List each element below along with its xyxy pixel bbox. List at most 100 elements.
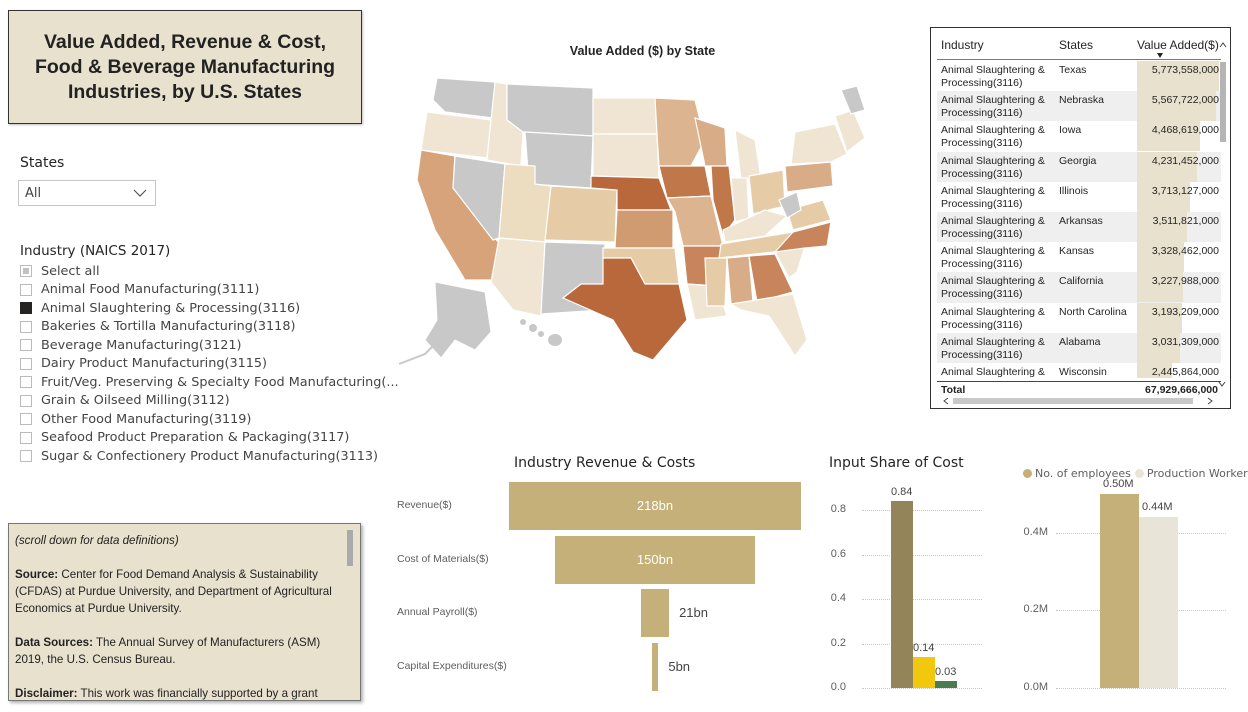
- slicer-item-other-food[interactable]: Other Food Manufacturing(3119): [20, 410, 365, 429]
- states-dropdown-value: All: [25, 185, 42, 201]
- funnel-category-label: Cost of Materials($): [397, 553, 489, 565]
- funnel-value-label: 218bn: [636, 498, 674, 513]
- cell-state: Wisconsin: [1059, 366, 1107, 378]
- checkbox-icon[interactable]: [20, 265, 32, 278]
- slicer-item-animal-food[interactable]: Animal Food Manufacturing(3111): [20, 281, 365, 300]
- notes-scrollbar[interactable]: [347, 530, 353, 566]
- slicer-item-select-all[interactable]: Select all: [20, 262, 365, 281]
- cost-share-bar[interactable]: [913, 656, 935, 688]
- notes-textbox[interactable]: (scroll down for data definitions) Sourc…: [8, 523, 361, 701]
- value-added-table[interactable]: Industry States Value Added($) Animal Sl…: [930, 27, 1231, 409]
- table-row[interactable]: Animal Slaughtering & Processing(3116) Ge…: [937, 151, 1221, 182]
- funnel-bar[interactable]: [554, 536, 756, 584]
- table-h-scrollbar[interactable]: [953, 398, 1193, 404]
- gridline: [862, 554, 982, 556]
- y-axis-tick-label: 0.2M: [1023, 603, 1048, 616]
- checkbox-icon[interactable]: [20, 357, 32, 370]
- y-axis-tick-label: 0.0: [830, 681, 846, 693]
- cell-state: California: [1059, 275, 1104, 288]
- table-row[interactable]: Animal Slaughtering & Processing(3116) Al…: [937, 332, 1221, 363]
- cell-industry: Animal Slaughtering & Processing(3116): [941, 154, 1045, 180]
- gridline: [862, 510, 982, 512]
- table-v-scrollbar[interactable]: [1220, 62, 1226, 142]
- cell-value: 5,773,558,000: [1151, 64, 1219, 76]
- slicer-item-bakeries[interactable]: Bakeries & Tortilla Manufacturing(3118): [20, 318, 365, 337]
- scroll-down-icon[interactable]: [1218, 381, 1226, 387]
- col-header-value[interactable]: Value Added($): [1137, 38, 1219, 52]
- map-state-alaska: [424, 281, 492, 359]
- value-databar: [1137, 302, 1183, 333]
- slicer-item-sugar[interactable]: Sugar & Confectionery Product Manufactur…: [20, 447, 378, 466]
- checkbox-icon[interactable]: [20, 413, 32, 426]
- cost-share-bar[interactable]: [935, 681, 957, 688]
- map-state-north-carolina: [773, 221, 832, 253]
- cell-industry: Animal Slaughtering & Processing(3116): [941, 124, 1045, 150]
- checkbox-icon[interactable]: [20, 339, 32, 352]
- funnel-title: Industry Revenue & Costs: [514, 455, 696, 471]
- cell-state: Georgia: [1059, 154, 1097, 167]
- checkbox-icon[interactable]: [20, 431, 32, 444]
- cell-industry: Animal Slaughtering & Processing(3116): [941, 305, 1045, 331]
- funnel-bar[interactable]: [651, 643, 659, 691]
- table-row[interactable]: Animal Slaughtering & Processing(3116) Ne…: [937, 91, 1221, 122]
- col-header-states[interactable]: States: [1059, 38, 1094, 52]
- slicer-item-beverage[interactable]: Beverage Manufacturing(3121): [20, 336, 365, 355]
- gridline: [1056, 688, 1226, 689]
- checkbox-checked-icon[interactable]: [20, 302, 32, 315]
- cell-state: Illinois: [1059, 184, 1089, 197]
- states-dropdown[interactable]: All: [18, 180, 156, 206]
- cost-share-bar[interactable]: [891, 501, 913, 688]
- gridline: [862, 643, 982, 645]
- checkbox-icon[interactable]: [20, 394, 32, 407]
- slicer-item-grain[interactable]: Grain & Oilseed Milling(3112): [20, 392, 365, 411]
- funnel-bar[interactable]: [509, 482, 801, 530]
- cell-value: 3,713,127,000: [1151, 184, 1219, 197]
- table-row[interactable]: Animal Slaughtering & Processing(3116) Io…: [937, 121, 1221, 152]
- table-row[interactable]: Animal Slaughtering & Processing(3116) No…: [937, 302, 1221, 333]
- employees-bar[interactable]: [1139, 517, 1178, 688]
- slicer-item-dairy[interactable]: Dairy Product Manufacturing(3115): [20, 355, 365, 374]
- total-divider: [937, 381, 1221, 382]
- table-row[interactable]: Animal Slaughtering & Processing(3116) Ca…: [937, 272, 1221, 303]
- cell-industry: Animal Slaughtering & Processing(3116): [941, 366, 1045, 378]
- total-label: Total: [941, 384, 966, 396]
- funnel-chart[interactable]: Revenue($) 218bn Cost of Materials($) 150bn…: [0, 0, 820, 712]
- cell-industry: Animal Slaughtering & Processing(3116): [941, 335, 1045, 361]
- cell-value: 3,227,988,000: [1151, 275, 1219, 288]
- map-state-florida: [729, 293, 808, 358]
- sort-desc-icon[interactable]: [1157, 53, 1163, 58]
- cell-value: 4,468,619,000: [1151, 124, 1219, 137]
- checkbox-icon[interactable]: [20, 450, 32, 463]
- checkbox-icon[interactable]: [20, 320, 32, 333]
- industry-slicer-list: Select all Animal Food Manufacturing(311…: [20, 262, 399, 466]
- scroll-left-icon[interactable]: [943, 397, 949, 405]
- y-axis-tick-label: 0.6: [830, 547, 846, 560]
- value-databar: [1137, 151, 1198, 182]
- value-databar: [1137, 181, 1190, 212]
- table-row[interactable]: Animal Slaughtering & Processing(3116) Il…: [937, 181, 1221, 212]
- cell-industry: Animal Slaughtering & Processing(3116): [941, 94, 1045, 120]
- table-row[interactable]: Animal Slaughtering & Processing(3116) Ar…: [937, 212, 1221, 243]
- table-row[interactable]: Animal Slaughtering & Processing(3116) Te…: [937, 61, 1221, 91]
- table-row[interactable]: Animal Slaughtering & Processing(3116) Wi…: [937, 363, 1221, 378]
- map-state-washington: [432, 77, 496, 119]
- col-header-industry[interactable]: Industry: [941, 38, 984, 52]
- map-state-hawaii: [520, 319, 562, 346]
- checkbox-icon[interactable]: [20, 283, 32, 296]
- cell-state: Texas: [1059, 64, 1087, 76]
- funnel-bar[interactable]: [640, 589, 670, 637]
- table-row[interactable]: Animal Slaughtering & Processing(3116) Ka…: [937, 242, 1221, 273]
- slicer-item-seafood[interactable]: Seafood Product Preparation & Packaging(…: [20, 429, 365, 448]
- scroll-hint: (scroll down for data definitions): [15, 534, 179, 547]
- checkbox-icon[interactable]: [20, 376, 32, 389]
- employees-bar[interactable]: [1100, 493, 1139, 688]
- slicer-item-animal-slaughtering[interactable]: Animal Slaughtering & Processing(3116): [20, 299, 365, 318]
- gridline: [862, 599, 982, 601]
- us-choropleth-map[interactable]: [395, 70, 865, 370]
- source-text: Center for Food Demand Analysis & Sustai…: [15, 568, 332, 615]
- scroll-right-icon[interactable]: [1207, 397, 1213, 405]
- scroll-up-icon[interactable]: [1219, 42, 1227, 48]
- slicer-item-fruit-veg[interactable]: Fruit/Veg. Preserving & Specialty Food M…: [20, 373, 399, 392]
